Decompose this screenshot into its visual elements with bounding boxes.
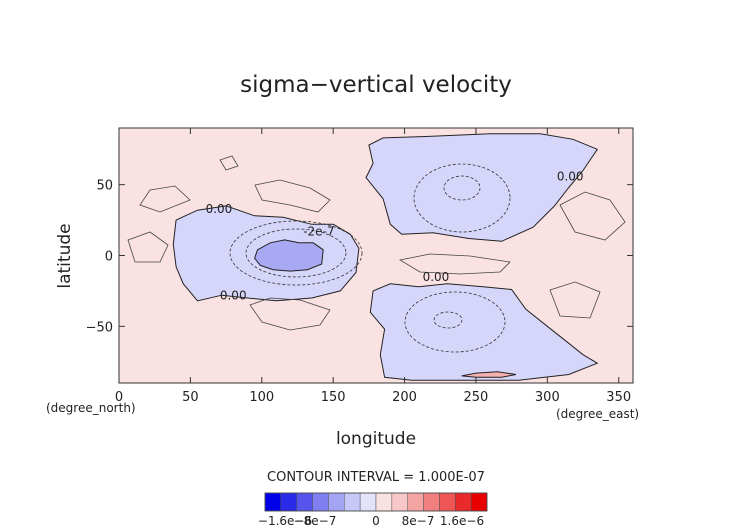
colorbar-tick-label: 0 [372,514,380,528]
region-pacific-north [365,133,599,242]
contour-label: 0.00 [220,288,247,302]
colorbar-tick-label: 1.6e−6 [440,514,484,528]
contour-labels: 0.00 0.00 0.00 0.00 -2e-7 [206,169,584,302]
chart-title: sigma−vertical velocity [240,72,512,98]
contour-dashed [433,311,463,329]
contour-label: 0.00 [557,169,584,183]
contour-line [254,179,331,213]
colorbar-swatch [264,492,282,512]
positive-regions [461,371,516,378]
contour-interval-text: CONTOUR INTERVAL = 1.000E-07 [267,470,485,485]
colorbar-swatch [359,492,377,512]
x-tick-label: 250 [464,390,489,405]
colorbar-tick-label: −1.6e−6 [258,514,312,528]
colorbar-frame [264,492,488,512]
contour-line [549,281,601,319]
contour-line [249,297,331,331]
contour-dashed [229,220,363,286]
colorbar-swatch [423,492,440,512]
contour-line [127,231,169,263]
plot-area: 0.00 0.00 0.00 0.00 -2e-7 [118,127,634,384]
contour-line [398,253,511,275]
x-tick-label: 50 [182,390,199,405]
contour-dashed [404,291,506,353]
colorbar-swatch [455,492,472,512]
negative-regions [172,133,599,381]
y-axis-ticks: −50 0 50 [86,179,633,335]
contour-dashed [443,175,481,201]
contour-label: 0.00 [423,270,450,284]
y-tick-label: −50 [86,320,113,335]
y-axis-label: latitude [55,223,75,288]
x-tick-label: 150 [321,390,346,405]
colorbar-tick-label: 8e−7 [402,514,435,528]
colorbar-swatch [280,492,297,512]
contour-dashed [413,163,511,233]
colorbar-swatch [344,492,361,512]
x-tick-label: 200 [392,390,417,405]
colorbar-swatch [375,492,393,512]
x-tick-label: 300 [535,390,560,405]
colorbar-swatch [439,492,456,512]
region-pacific-south [369,283,599,381]
x-unit-label: (degree_east) [556,407,639,421]
x-axis-label: longitude [336,429,416,449]
y-unit-label: (degree_north) [46,401,136,415]
colorbar: −1.6e−6−8e−7 0 8e−7 1.6e−6 [258,492,488,528]
y-tick-label: 50 [96,179,113,194]
contour-label: -2e-7 [303,225,334,239]
colorbar-swatch [470,492,488,512]
dashed-contours [229,163,511,353]
contour-line [139,185,191,213]
colorbar-tick-label: −8e−7 [294,514,337,528]
y-tick-label: 0 [105,250,113,265]
region-maritime-continent-core [254,239,324,272]
x-tick-label: 350 [606,390,631,405]
contour-dashed [245,228,347,278]
positive-contours [127,155,626,331]
colorbar-swatch [296,492,313,512]
region-south-pole-high [461,371,516,378]
colorbar-swatch [312,492,329,512]
contour-line [219,155,239,171]
contour-label: 0.00 [206,202,233,216]
colorbar-swatch [328,492,345,512]
colorbar-swatch [407,492,424,512]
x-tick-label: 100 [249,390,274,405]
x-axis-ticks: 0 50 100 150 200 250 300 350 [115,128,631,405]
x-tick-label: 0 [115,390,123,405]
colorbar-swatch [391,492,408,512]
contour-line [559,191,626,241]
